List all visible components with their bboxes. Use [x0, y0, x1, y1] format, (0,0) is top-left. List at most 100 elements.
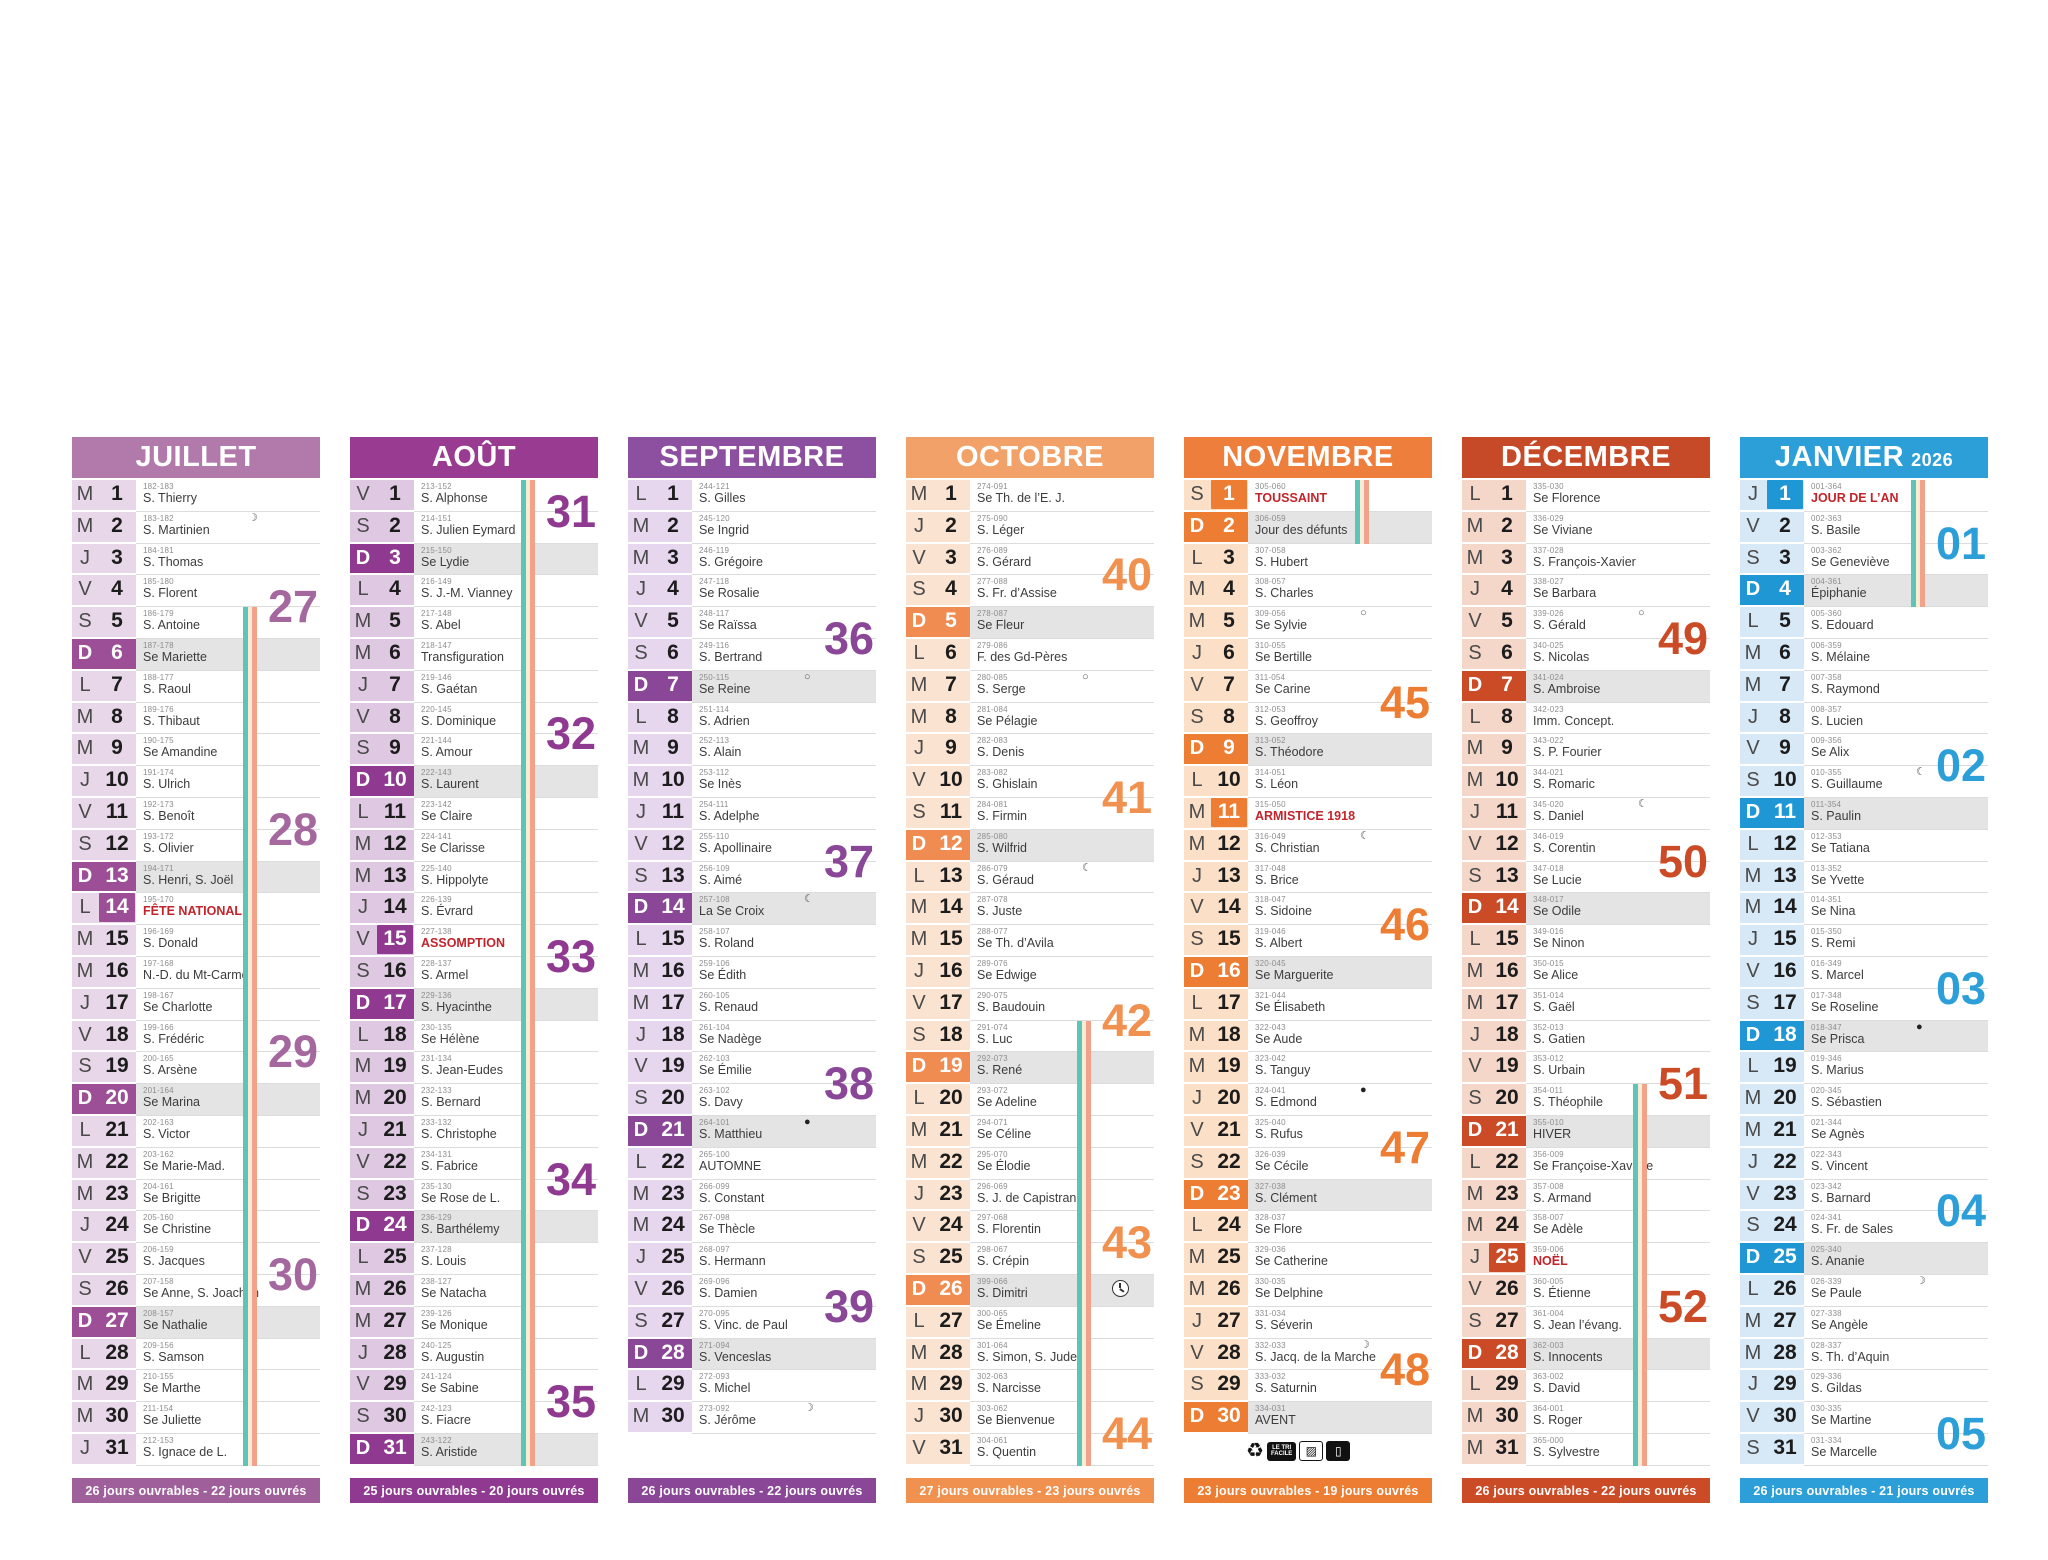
day-body: 283-082 S. Ghislain — [970, 766, 1154, 798]
day-cell: M 28 — [1740, 1338, 1804, 1371]
day-row: D 30 334-031 AVENT — [1184, 1402, 1432, 1434]
day-cell: D 14 — [628, 893, 692, 926]
day-row: M 17 260-105 S. Renaud — [628, 988, 876, 1021]
day-of-year-code: 289-076 — [977, 958, 1008, 968]
day-cell: S 25 — [906, 1243, 970, 1275]
day-letter: M — [1188, 800, 1206, 823]
day-of-year-code: 323-042 — [1255, 1054, 1286, 1064]
day-of-year-code: 214-151 — [421, 513, 452, 523]
moon-phase-icon: ☽ — [1360, 1338, 1370, 1351]
saint-name: Se Marcelle — [1811, 1444, 1877, 1459]
day-row: L 5 005-360 S. Edouard — [1740, 607, 1988, 639]
day-row: L 1 335-030 Se Florence — [1462, 480, 1710, 512]
moon-phase-icon: ☾ — [1916, 766, 1926, 779]
day-number: 10 — [1217, 768, 1241, 792]
day-row: S 22 326-039 Se Cécile — [1184, 1147, 1432, 1180]
day-cell: M 12 — [1184, 829, 1248, 862]
day-number: 11 — [661, 799, 685, 823]
day-letter: J — [358, 1118, 368, 1141]
day-letter: S — [1468, 1087, 1482, 1110]
day-row: V 14 318-047 S. Sidoine — [1184, 893, 1432, 926]
saint-name: S. Simon, S. Jude — [977, 1349, 1078, 1364]
day-of-year-code: 268-097 — [699, 1245, 730, 1255]
day-of-year-code: 246-119 — [699, 545, 730, 555]
day-of-year-code: 256-109 — [699, 863, 730, 873]
day-body: 355-010 HIVER — [1526, 1115, 1710, 1148]
day-of-year-code: 030-335 — [1811, 1404, 1842, 1414]
day-letter: M — [1188, 610, 1206, 633]
day-letter: L — [1469, 705, 1481, 728]
month-header-decembre: DÉCEMBRE — [1462, 437, 1710, 478]
moon-phase-icon: ○ — [804, 670, 811, 683]
day-number: 8 — [1501, 704, 1513, 728]
week-number: 41 — [1101, 772, 1152, 823]
day-row: D 4 004-361 Épiphanie — [1740, 575, 1988, 608]
day-number: 1 — [1211, 480, 1247, 509]
month-year: 2026 — [1911, 450, 1954, 470]
day-number: 17 — [105, 990, 129, 1014]
day-cell: S 20 — [628, 1084, 692, 1116]
saint-name: Se Brigitte — [143, 1190, 201, 1205]
day-of-year-code: 243-122 — [421, 1435, 452, 1445]
day-row: J 25 359-006 NOËL — [1462, 1243, 1710, 1275]
day-of-year-code: 216-149 — [421, 577, 452, 587]
day-cell: M 12 — [350, 829, 414, 862]
day-letter: D — [355, 769, 371, 792]
day-row: S 20 263-102 S. Davy — [628, 1084, 876, 1116]
day-number: 28 — [661, 1340, 685, 1364]
day-number: 13 — [105, 863, 129, 887]
week-number: 05 — [1935, 1408, 1986, 1459]
day-cell: L 13 — [906, 861, 970, 894]
saint-name: S. Arsène — [143, 1063, 198, 1078]
day-row: J 4 247-118 Se Rosalie — [628, 575, 876, 608]
month-title: DÉCEMBRE — [1501, 441, 1671, 473]
day-of-year-code: 300-065 — [977, 1308, 1008, 1318]
day-of-year-code: 250-115 — [699, 672, 730, 682]
day-body: 262-103 Se Émilie — [692, 1052, 876, 1085]
day-cell: J 28 — [350, 1338, 414, 1371]
day-cell: M 30 — [1462, 1402, 1526, 1434]
day-row: V 2 002-363 S. Basile — [1740, 511, 1988, 544]
day-body: 268-097 S. Hermann — [692, 1243, 876, 1275]
day-letter: D — [1745, 800, 1761, 823]
holiday-name: JOUR DE L’AN — [1811, 491, 1899, 505]
day-number: 23 — [105, 1181, 129, 1205]
day-cell: M 20 — [350, 1084, 414, 1116]
day-of-year-code: 358-007 — [1533, 1213, 1564, 1223]
day-letter: M — [1744, 864, 1762, 887]
day-number: 6 — [111, 640, 123, 664]
saint-name: S. Frédéric — [143, 1031, 205, 1046]
day-of-year-code: 228-137 — [421, 958, 452, 968]
day-letter: L — [357, 1246, 369, 1269]
saint-name: S. Barnard — [1811, 1190, 1871, 1205]
day-number: 7 — [945, 672, 957, 696]
day-number: 25 — [1489, 1243, 1525, 1272]
day-row: D 16 320-045 Se Marguerite — [1184, 956, 1432, 989]
day-body: 254-111 S. Adelphe — [692, 798, 876, 830]
day-letter: J — [1748, 483, 1758, 505]
saint-name: S. Denis — [977, 745, 1025, 760]
day-body: 193-172 S. Olivier — [136, 830, 320, 862]
day-cell: D 21 — [1462, 1115, 1526, 1148]
day-letter: S — [912, 1023, 926, 1046]
day-cell: M 19 — [350, 1052, 414, 1085]
holiday-name: ARMISTICE 1918 — [1255, 808, 1356, 823]
day-of-year-code: 295-070 — [977, 1149, 1008, 1159]
day-number: 30 — [939, 1404, 963, 1428]
day-row: M 23 266-099 S. Constant — [628, 1179, 876, 1212]
day-number: 24 — [1773, 1213, 1797, 1237]
day-of-year-code: 218-147 — [421, 640, 452, 650]
day-of-year-code: 182-183 — [143, 482, 174, 491]
day-body: 183-182 S. Martinien ☽ — [136, 512, 320, 544]
day-cell: L 18 — [350, 1020, 414, 1053]
day-of-year-code: 288-077 — [977, 927, 1008, 937]
day-body: 201-164 Se Marina — [136, 1084, 320, 1116]
stripe-band — [1077, 1020, 1082, 1466]
day-letter: V — [1746, 737, 1760, 760]
day-of-year-code: 014-351 — [1811, 895, 1842, 905]
day-cell: J 27 — [1184, 1306, 1248, 1339]
